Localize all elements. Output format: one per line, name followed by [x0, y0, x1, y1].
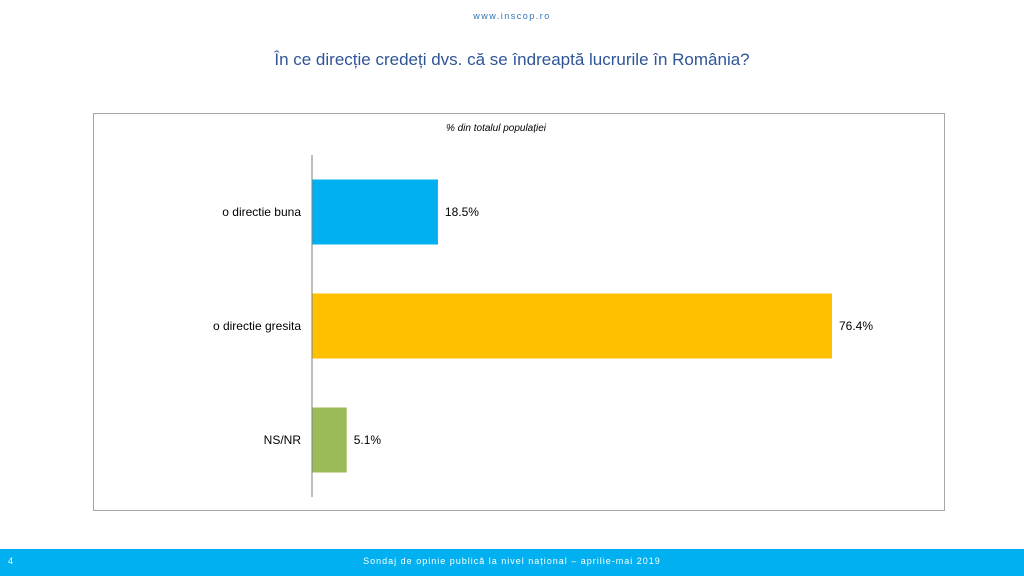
- page-number: 4: [8, 556, 14, 566]
- slide-title: În ce direcție credeți dvs. că se îndrea…: [274, 50, 750, 69]
- value-label-1: 76.4%: [839, 319, 873, 333]
- category-label-0: o directie buna: [222, 205, 301, 219]
- bar-0: [312, 179, 438, 245]
- footer-bar: 4 Sondaj de opinie publică la nivel nați…: [0, 549, 1024, 576]
- value-label-2: 5.1%: [354, 433, 382, 447]
- category-label-1: o directie gresita: [213, 319, 301, 333]
- value-label-0: 18.5%: [445, 205, 479, 219]
- category-label-2: NS/NR: [264, 433, 302, 447]
- site-url: www.inscop.ro: [473, 11, 551, 21]
- bar-1: [312, 293, 832, 359]
- footer-caption: Sondaj de opinie publică la nivel națion…: [363, 556, 661, 566]
- chart-subtitle: % din totalul populației: [446, 123, 547, 134]
- bar-2: [312, 407, 347, 473]
